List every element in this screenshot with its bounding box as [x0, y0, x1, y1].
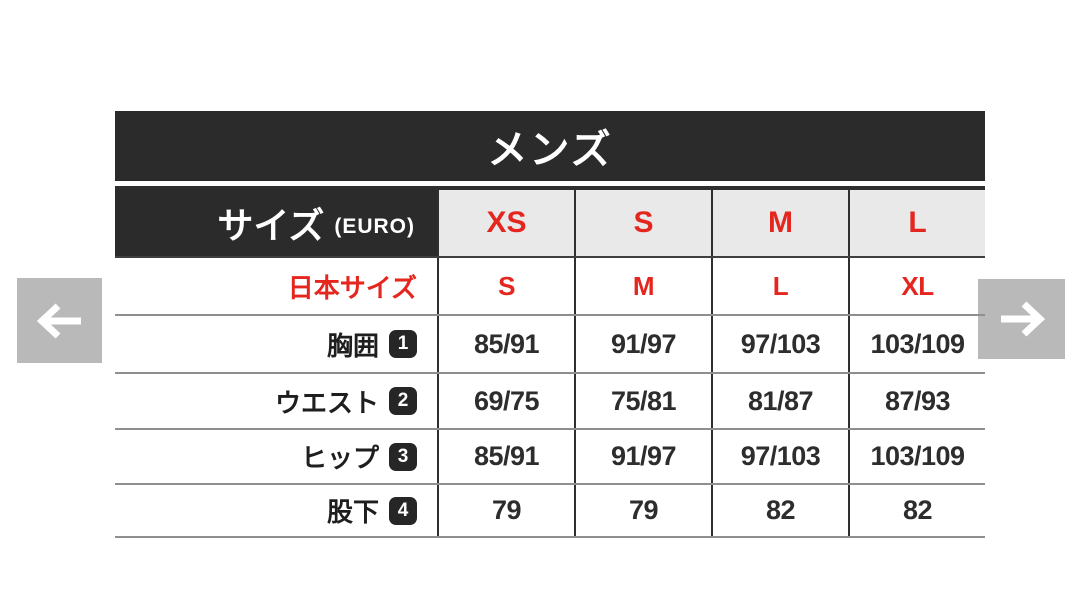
measurement-label: 胸囲 1 — [115, 316, 437, 372]
japan-size-value: XL — [848, 258, 985, 314]
measurement-value: 87/93 — [848, 374, 985, 428]
size-column-header-xs: XS — [437, 190, 574, 256]
measure-point-badge: 1 — [389, 330, 417, 358]
japan-size-value: L — [711, 258, 848, 314]
measurement-label-text: ウエスト — [274, 387, 379, 418]
measure-point-badge: 4 — [389, 496, 417, 525]
measurement-label-text: 胸囲 — [326, 330, 379, 361]
arrow-left-icon — [36, 302, 81, 339]
measurement-value: 85/91 — [437, 316, 574, 372]
table-row-hip: ヒップ 3 85/91 91/97 97/103 103/109 — [115, 428, 985, 483]
measurement-value: 97/103 — [711, 430, 848, 483]
measurement-value: 82 — [848, 485, 985, 536]
measure-point-badge: 3 — [389, 442, 417, 471]
size-column-header-s: S — [574, 190, 711, 256]
mens-size-chart: メンズ サイズ (EURO) XS S M L 日本サイズ S M L — [115, 111, 985, 538]
table-row-inseam: 股下 4 79 79 82 82 — [115, 483, 985, 536]
size-table: サイズ (EURO) XS S M L 日本サイズ S M L XL 胸囲 — [115, 186, 985, 538]
measurement-value: 91/97 — [574, 316, 711, 372]
japan-size-label: 日本サイズ — [287, 272, 417, 303]
title-divider — [115, 181, 985, 186]
size-header-suffix: (EURO) — [334, 215, 415, 238]
measurement-value: 91/97 — [574, 430, 711, 483]
measurement-value: 97/103 — [711, 316, 848, 372]
measurement-value: 79 — [574, 485, 711, 536]
table-header-row: サイズ (EURO) XS S M L — [115, 186, 985, 258]
size-column-header-m: M — [711, 190, 848, 256]
measurement-value: 85/91 — [437, 430, 574, 483]
measurement-value: 81/87 — [711, 374, 848, 428]
measurement-label: ウエスト 2 — [115, 374, 437, 428]
measurement-label-text: ヒップ — [300, 443, 379, 473]
measurement-value: 75/81 — [574, 374, 711, 428]
chart-title-bar: メンズ — [115, 111, 985, 181]
chart-title: メンズ — [487, 128, 613, 172]
measurement-value: 69/75 — [437, 374, 574, 428]
measurement-label-text: 股下 — [326, 497, 379, 527]
measurement-value: 103/109 — [848, 316, 985, 372]
arrow-right-icon — [1000, 301, 1045, 337]
size-column-header-l: L — [848, 190, 985, 256]
carousel-next-button[interactable] — [978, 279, 1065, 359]
measure-point-badge: 2 — [389, 387, 417, 415]
table-row-waist: ウエスト 2 69/75 75/81 81/87 87/93 — [115, 372, 985, 428]
table-row-chest: 胸囲 1 85/91 91/97 97/103 103/109 — [115, 314, 985, 372]
measurement-value: 82 — [711, 485, 848, 536]
size-euro-header-cell: サイズ (EURO) — [115, 190, 437, 256]
measurement-label: ヒップ 3 — [115, 430, 437, 483]
measurement-label: 股下 4 — [115, 485, 437, 536]
carousel-prev-button[interactable] — [17, 278, 102, 363]
japan-size-value: S — [437, 258, 574, 314]
japan-size-value: M — [574, 258, 711, 314]
measurement-value: 103/109 — [848, 430, 985, 483]
table-row-japan-size: 日本サイズ S M L XL — [115, 258, 985, 314]
size-header-label: サイズ — [217, 205, 325, 246]
measurement-value: 79 — [437, 485, 574, 536]
